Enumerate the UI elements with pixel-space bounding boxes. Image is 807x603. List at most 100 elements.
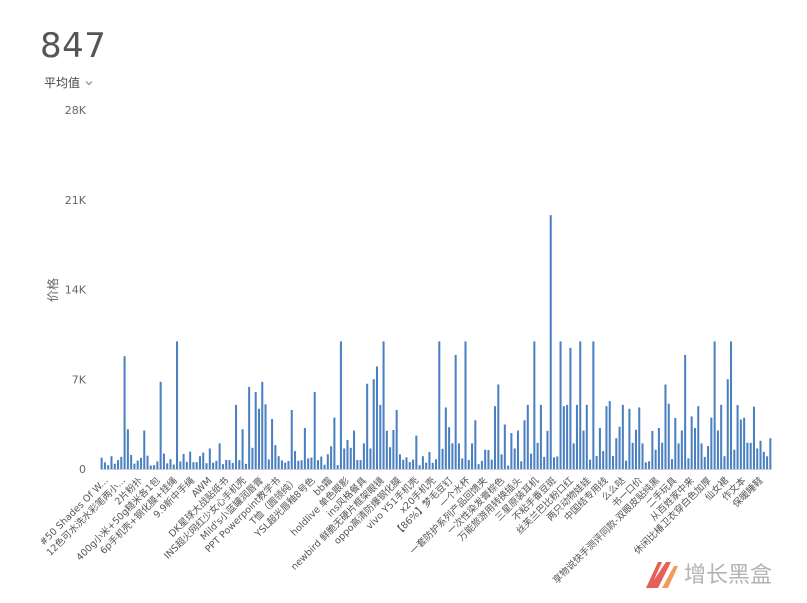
bar[interactable] bbox=[510, 433, 513, 469]
bar[interactable] bbox=[713, 341, 716, 469]
bar[interactable] bbox=[362, 443, 365, 469]
bar[interactable] bbox=[585, 404, 588, 469]
bar[interactable] bbox=[218, 443, 221, 469]
bar[interactable] bbox=[467, 460, 470, 469]
bar[interactable] bbox=[143, 430, 146, 469]
bar[interactable] bbox=[621, 404, 624, 469]
bar[interactable] bbox=[693, 427, 696, 469]
bar[interactable] bbox=[366, 383, 369, 469]
bar[interactable] bbox=[493, 406, 497, 469]
bar[interactable] bbox=[235, 404, 238, 469]
bar[interactable] bbox=[254, 392, 257, 469]
bar[interactable] bbox=[444, 407, 447, 469]
bar[interactable] bbox=[136, 460, 139, 469]
bar[interactable] bbox=[139, 457, 142, 469]
bar[interactable] bbox=[454, 354, 457, 469]
bar[interactable] bbox=[720, 404, 723, 469]
bar[interactable] bbox=[730, 341, 733, 469]
bar[interactable] bbox=[316, 460, 319, 469]
bar[interactable] bbox=[277, 456, 280, 469]
bar[interactable] bbox=[530, 453, 533, 469]
bar[interactable] bbox=[389, 447, 392, 469]
bar[interactable] bbox=[339, 341, 342, 469]
bar[interactable] bbox=[159, 381, 162, 469]
bar[interactable] bbox=[543, 456, 546, 469]
bar[interactable] bbox=[641, 443, 644, 469]
bar[interactable] bbox=[716, 430, 719, 469]
bar[interactable] bbox=[271, 419, 274, 469]
bar[interactable] bbox=[123, 356, 126, 469]
bar[interactable] bbox=[516, 430, 519, 469]
bar[interactable] bbox=[261, 381, 264, 469]
bar[interactable] bbox=[248, 386, 251, 469]
bar[interactable] bbox=[677, 443, 680, 469]
bar[interactable] bbox=[215, 460, 218, 469]
bar[interactable] bbox=[667, 403, 670, 469]
bar[interactable] bbox=[225, 460, 228, 469]
bar[interactable] bbox=[703, 456, 706, 469]
bar[interactable] bbox=[405, 457, 408, 469]
bar[interactable] bbox=[559, 341, 562, 469]
bar[interactable] bbox=[310, 457, 313, 469]
bar[interactable] bbox=[457, 443, 460, 469]
bar[interactable] bbox=[474, 420, 477, 469]
bar[interactable] bbox=[464, 341, 467, 469]
bar[interactable] bbox=[244, 463, 247, 469]
bar[interactable] bbox=[441, 448, 444, 469]
bar[interactable] bbox=[412, 459, 415, 469]
bar[interactable] bbox=[212, 462, 215, 469]
bar[interactable] bbox=[572, 443, 575, 469]
bar[interactable] bbox=[448, 427, 451, 469]
bar[interactable] bbox=[379, 404, 382, 469]
bar[interactable] bbox=[562, 406, 565, 469]
bar[interactable] bbox=[612, 456, 615, 469]
bar[interactable] bbox=[539, 404, 542, 469]
bar[interactable] bbox=[513, 448, 516, 469]
bar[interactable] bbox=[202, 452, 205, 469]
bar[interactable] bbox=[313, 392, 316, 469]
bar[interactable] bbox=[356, 460, 359, 469]
bar[interactable] bbox=[707, 446, 710, 469]
bar[interactable] bbox=[497, 384, 500, 469]
bar[interactable] bbox=[146, 455, 149, 469]
bar[interactable] bbox=[353, 430, 356, 469]
bar[interactable] bbox=[661, 442, 664, 469]
bar[interactable] bbox=[602, 451, 605, 469]
bar[interactable] bbox=[153, 465, 156, 469]
bar[interactable] bbox=[634, 429, 637, 469]
bar[interactable] bbox=[280, 460, 283, 469]
bar[interactable] bbox=[736, 405, 739, 469]
bar[interactable] bbox=[195, 462, 198, 469]
bar[interactable] bbox=[198, 456, 201, 469]
bar[interactable] bbox=[162, 453, 165, 469]
bar[interactable] bbox=[431, 462, 434, 469]
bar[interactable] bbox=[264, 404, 267, 469]
bar[interactable] bbox=[241, 429, 244, 469]
bar[interactable] bbox=[418, 465, 421, 469]
bar[interactable] bbox=[533, 341, 536, 469]
bar[interactable] bbox=[189, 451, 192, 469]
bar[interactable] bbox=[126, 429, 129, 469]
bar[interactable] bbox=[726, 379, 729, 469]
bar[interactable] bbox=[549, 215, 552, 469]
bar[interactable] bbox=[274, 445, 277, 469]
bar[interactable] bbox=[451, 443, 454, 469]
bar[interactable] bbox=[490, 459, 493, 469]
bar[interactable] bbox=[284, 462, 287, 469]
bar[interactable] bbox=[697, 406, 700, 469]
bar[interactable] bbox=[130, 455, 133, 469]
bar[interactable] bbox=[546, 430, 549, 469]
bar[interactable] bbox=[648, 461, 651, 469]
bar[interactable] bbox=[552, 457, 556, 469]
bar[interactable] bbox=[595, 456, 598, 469]
bar[interactable] bbox=[395, 410, 398, 469]
bar[interactable] bbox=[526, 404, 529, 469]
bar[interactable] bbox=[290, 410, 293, 469]
bar[interactable] bbox=[654, 449, 657, 469]
bar[interactable] bbox=[392, 430, 395, 469]
bar[interactable] bbox=[369, 448, 372, 469]
bar[interactable] bbox=[638, 407, 641, 469]
bar[interactable] bbox=[625, 460, 628, 469]
bar[interactable] bbox=[461, 458, 464, 469]
bar[interactable] bbox=[221, 464, 224, 469]
